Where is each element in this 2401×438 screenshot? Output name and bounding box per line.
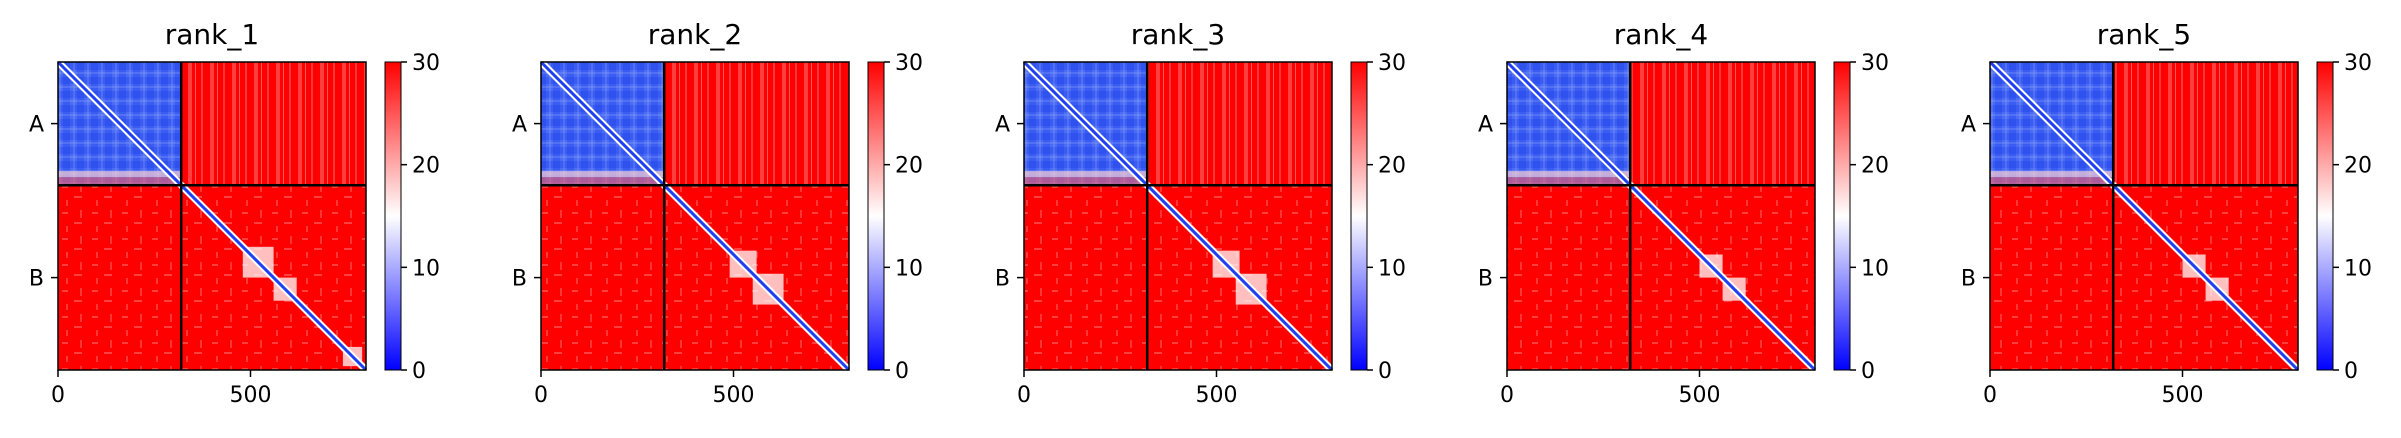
y-tick-label-A: A	[1478, 113, 1493, 138]
heatmap-block-ba	[58, 185, 182, 370]
heatmap-block-aa-edge	[1024, 171, 1148, 178]
y-tick-label-A: A	[512, 113, 527, 138]
x-tick-label: 500	[2162, 383, 2204, 408]
heatmap-block-ba	[1507, 185, 1631, 370]
plot-frame	[57, 61, 367, 371]
heatmap-block-ba	[1024, 185, 1148, 370]
colorbar-tick-label: 0	[1378, 359, 1392, 384]
colorbar	[867, 61, 885, 371]
colorbar-tick-label: 0	[1861, 359, 1875, 384]
x-tick-label: 0	[51, 383, 65, 408]
panel-rank_1: rank_1 A B 0 500 0 10 20 30	[29, 18, 440, 408]
heatmap-block-ba	[541, 185, 665, 370]
panel-rank_2: rank_2 A B 0 500 0 10 20 30	[512, 18, 923, 408]
y-tick-label-B: B	[29, 267, 44, 292]
colorbar	[2316, 61, 2334, 371]
colorbar-tick-label: 0	[412, 359, 426, 384]
heatmap-block-ba	[1990, 185, 2114, 370]
x-tick-label: 500	[230, 383, 272, 408]
x-tick-label: 500	[1679, 383, 1721, 408]
heatmap-block-aa-rim	[58, 177, 182, 186]
heatmap-block-ab	[2113, 62, 2298, 186]
panel-title: rank_4	[1614, 18, 1708, 51]
x-tick-label: 0	[534, 383, 548, 408]
heatmap-block-ab	[181, 62, 366, 186]
panel-title: rank_2	[648, 18, 742, 51]
panel-rank_3: rank_3 A B 0 500 0 10 20 30	[995, 18, 1406, 408]
y-tick-label-A: A	[995, 113, 1010, 138]
panel-title: rank_1	[165, 18, 259, 51]
colorbar-tick-label: 20	[1378, 154, 1406, 179]
colorbar-tick-label: 10	[2344, 256, 2372, 281]
panel-rank_5: rank_5 A B 0 500 0 10 20 30	[1961, 18, 2372, 408]
heatmap-block-aa-edge	[1507, 171, 1631, 178]
y-tick-label-B: B	[1478, 267, 1493, 292]
y-tick-label-A: A	[1961, 113, 1976, 138]
panel-rank_4: rank_4 A B 0 500 0 10 20 30	[1478, 18, 1889, 408]
diagonal-line	[539, 60, 851, 372]
heatmap-block-aa-rim	[541, 177, 665, 186]
heatmap-block-aa-rim	[1507, 177, 1631, 186]
colorbar	[1350, 61, 1368, 371]
colorbar-tick-label: 30	[1378, 51, 1406, 76]
heatmap-block-aa-edge	[541, 171, 665, 178]
heatmap-block-ab	[664, 62, 849, 186]
heatmap-block-aa-rim	[1990, 177, 2114, 186]
y-tick-label-B: B	[995, 267, 1010, 292]
x-tick-label: 0	[1017, 383, 1031, 408]
heatmap-block-ab	[1630, 62, 1815, 186]
colorbar-tick-label: 10	[895, 256, 923, 281]
diagonal-line	[1988, 60, 2300, 372]
colorbar-tick-label: 10	[1378, 256, 1406, 281]
panel-title: rank_5	[2097, 18, 2191, 51]
colorbar-tick-label: 30	[895, 51, 923, 76]
panel-title: rank_3	[1131, 18, 1225, 51]
diagonal-line	[1022, 60, 1334, 372]
plot-frame	[1023, 61, 1333, 371]
colorbar-tick-label: 10	[1861, 256, 1889, 281]
colorbar-tick-label: 20	[1861, 154, 1889, 179]
colorbar	[384, 61, 402, 371]
x-tick-label: 0	[1983, 383, 1997, 408]
x-tick-label: 500	[1196, 383, 1238, 408]
colorbar-tick-label: 30	[1861, 51, 1889, 76]
colorbar-tick-label: 0	[895, 359, 909, 384]
plot-frame	[540, 61, 850, 371]
y-tick-label-A: A	[29, 113, 44, 138]
heatmap-block-aa-edge	[58, 171, 182, 178]
colorbar-tick-label: 0	[2344, 359, 2358, 384]
colorbar-tick-label: 30	[412, 51, 440, 76]
heatmap-block-aa-edge	[1990, 171, 2114, 178]
plot-frame	[1989, 61, 2299, 371]
y-tick-label-B: B	[512, 267, 527, 292]
diagonal-line	[1505, 60, 1817, 372]
plot-frame	[1506, 61, 1816, 371]
x-tick-label: 0	[1500, 383, 1514, 408]
colorbar-tick-label: 20	[2344, 154, 2372, 179]
colorbar-tick-label: 30	[2344, 51, 2372, 76]
colorbar-tick-label: 20	[895, 154, 923, 179]
heatmap-block-aa-rim	[1024, 177, 1148, 186]
diagonal-line	[56, 60, 368, 372]
colorbar-tick-label: 10	[412, 256, 440, 281]
y-tick-label-B: B	[1961, 267, 1976, 292]
heatmap-block-ab	[1147, 62, 1332, 186]
colorbar-tick-label: 20	[412, 154, 440, 179]
x-tick-label: 500	[713, 383, 755, 408]
colorbar	[1833, 61, 1851, 371]
